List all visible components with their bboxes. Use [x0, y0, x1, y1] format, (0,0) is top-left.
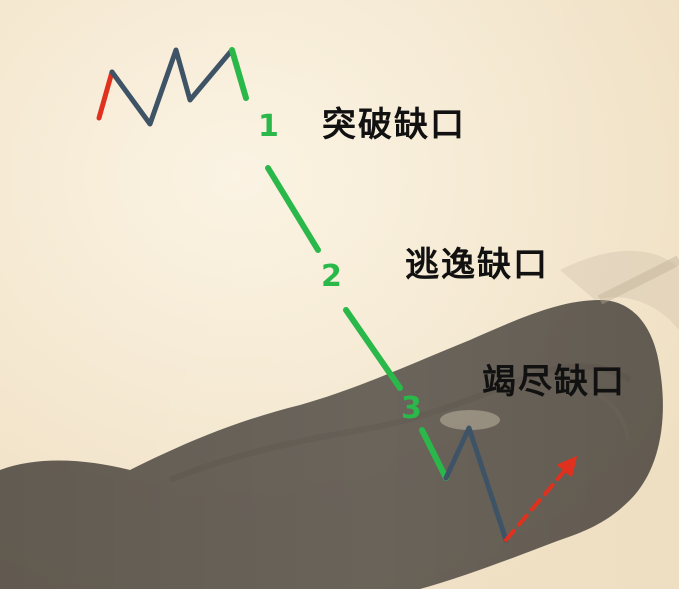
gap-segment [343, 307, 403, 391]
up-leg-start [96, 69, 115, 121]
gap-segment [419, 427, 449, 481]
bottom-zigzag [443, 425, 509, 543]
gap-number-3: 3 [401, 391, 422, 426]
gap-label-breakaway: 突破缺口 [322, 105, 466, 145]
gap-number-2: 2 [321, 259, 342, 294]
gap-label-runaway: 逃逸缺口 [405, 245, 549, 285]
gap-segment [229, 47, 249, 101]
top-zigzag [109, 47, 235, 127]
gap-label-exhaustion: 竭尽缺口 [482, 362, 626, 402]
gap-segment [265, 165, 321, 253]
breakout-arrow [504, 455, 578, 542]
gap-number-1: 1 [258, 109, 279, 144]
